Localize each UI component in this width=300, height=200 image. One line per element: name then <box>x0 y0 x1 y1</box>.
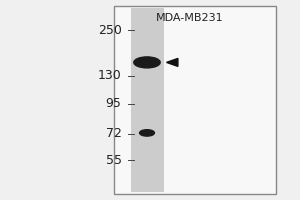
FancyBboxPatch shape <box>130 8 164 192</box>
Text: 250: 250 <box>98 24 122 37</box>
Polygon shape <box>167 58 178 66</box>
Text: 55: 55 <box>106 154 122 167</box>
Ellipse shape <box>134 57 160 68</box>
FancyBboxPatch shape <box>114 6 276 194</box>
Ellipse shape <box>140 130 154 136</box>
Text: 130: 130 <box>98 69 122 82</box>
Text: 95: 95 <box>106 97 122 110</box>
Text: MDA-MB231: MDA-MB231 <box>156 13 224 23</box>
Text: 72: 72 <box>106 127 122 140</box>
